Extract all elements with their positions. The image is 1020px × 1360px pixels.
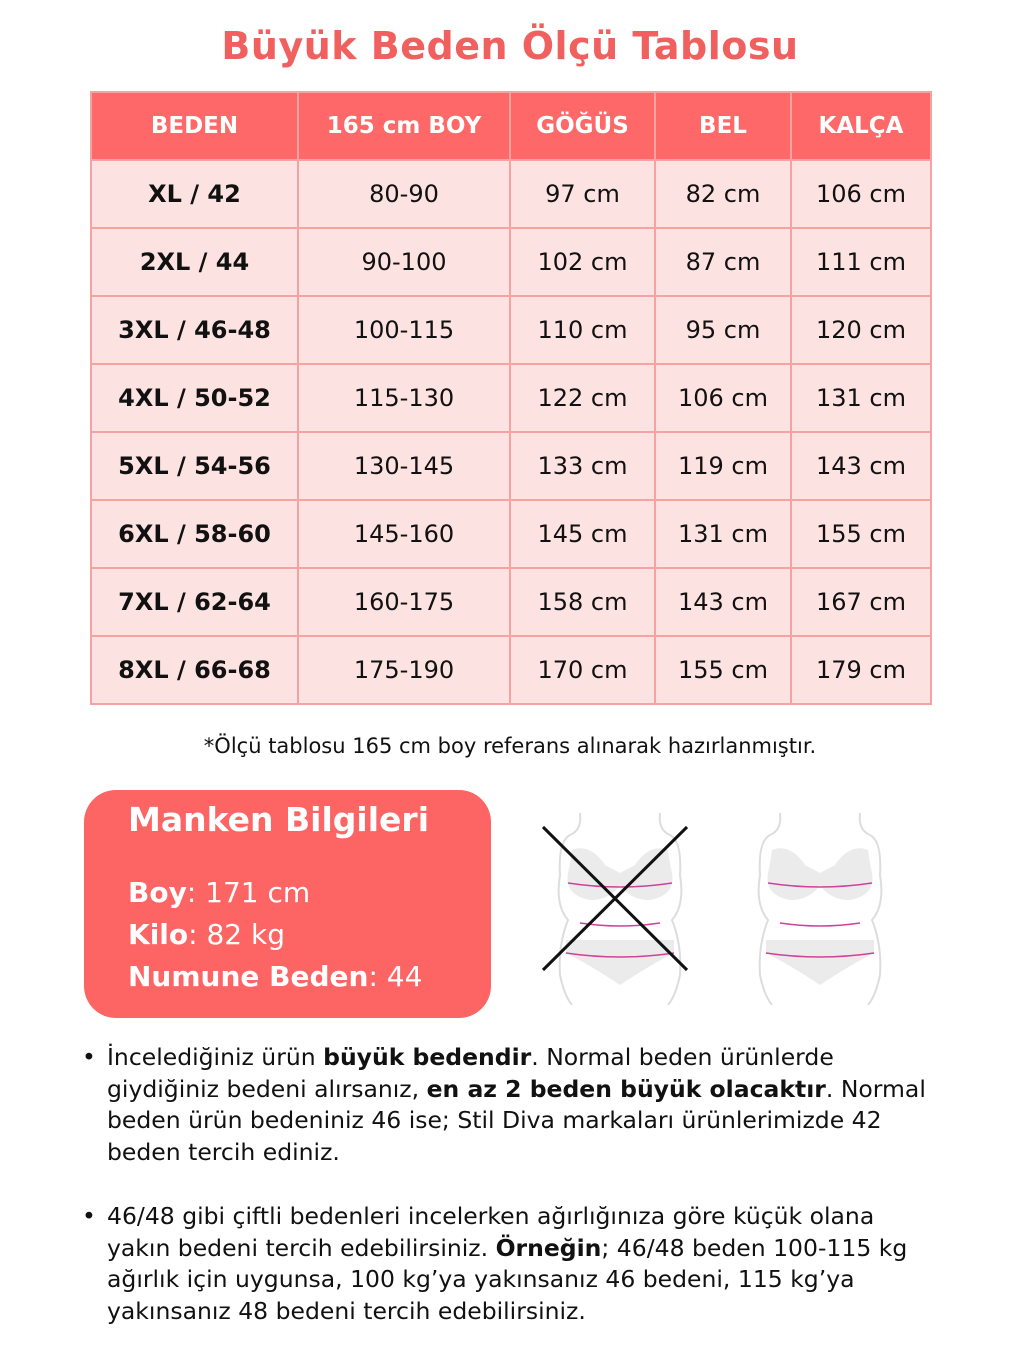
table-header-row: BEDEN 165 cm BOY GÖĞÜS BEL KALÇA (90, 91, 932, 161)
height-label: Boy (128, 876, 187, 909)
table-cell: 87 cm (654, 227, 792, 297)
table-cell: 170 cm (509, 635, 656, 705)
bullet-2: • 46/48 gibi çiftli bedenleri incelerken … (82, 1201, 942, 1327)
table-cell: 158 cm (509, 567, 656, 637)
table-row: 4XL / 50-52 115-130 122 cm 106 cm 131 cm (90, 363, 932, 433)
table-cell: 80-90 (297, 159, 511, 229)
bullet-dot: • (82, 1202, 96, 1230)
size-cell: 4XL / 50-52 (90, 363, 299, 433)
table-row: 7XL / 62-64 160-175 158 cm 143 cm 167 cm (90, 567, 932, 637)
height-value: : 171 cm (186, 876, 311, 909)
column-header: KALÇA (790, 91, 932, 161)
body-measure-wrong-icon (541, 812, 689, 1005)
table-row: 2XL / 44 90-100 102 cm 87 cm 111 cm (90, 227, 932, 297)
measurement-illustrations (541, 812, 883, 1005)
table-cell: 90-100 (297, 227, 511, 297)
table-row: 6XL / 58-60 145-160 145 cm 131 cm 155 cm (90, 499, 932, 569)
table-cell: 102 cm (509, 227, 656, 297)
size-cell: XL / 42 (90, 159, 299, 229)
body-measure-right-icon (757, 812, 883, 1005)
size-value: : 44 (368, 960, 423, 993)
size-cell: 5XL / 54-56 (90, 431, 299, 501)
table-row: 3XL / 46-48 100-115 110 cm 95 cm 120 cm (90, 295, 932, 365)
size-cell: 3XL / 46-48 (90, 295, 299, 365)
table-row: XL / 42 80-90 97 cm 82 cm 106 cm (90, 159, 932, 229)
bullet-text: 46/48 gibi çiftli bedenleri incelerken a… (107, 1202, 875, 1262)
column-header: BEL (654, 91, 792, 161)
size-label: Numune Beden (128, 960, 369, 993)
page-title: Büyük Beden Ölçü Tablosu (221, 24, 799, 68)
bullet-emphasis: en az 2 beden büyük olacaktır (426, 1074, 826, 1103)
model-info-card: Manken Bilgileri Boy: 171 cm Kilo: 82 kg… (84, 790, 491, 1018)
model-size: Numune Beden: 44 (128, 960, 422, 993)
table-cell: 110 cm (509, 295, 656, 365)
table-cell: 143 cm (654, 567, 792, 637)
table-row: 8XL / 66-68 175-190 170 cm 155 cm 179 cm (90, 635, 932, 705)
table-cell: 145 cm (509, 499, 656, 569)
bullet-text: . Normal beden ürün bedeniniz 46 ise; St… (107, 1074, 926, 1166)
table-cell: 175-190 (297, 635, 511, 705)
table-cell: 82 cm (654, 159, 792, 229)
table-cell: 131 cm (654, 499, 792, 569)
table-cell: 179 cm (790, 635, 932, 705)
bullet-dot: • (82, 1043, 96, 1071)
table-cell: 167 cm (790, 567, 932, 637)
table-cell: 111 cm (790, 227, 932, 297)
model-height: Boy: 171 cm (128, 876, 310, 909)
table-cell: 143 cm (790, 431, 932, 501)
table-cell: 145-160 (297, 499, 511, 569)
size-table: BEDEN 165 cm BOY GÖĞÜS BEL KALÇA XL / 42 80-9… (90, 91, 932, 705)
table-cell: 120 cm (790, 295, 932, 365)
column-header: GÖĞÜS (509, 91, 656, 161)
size-cell: 7XL / 62-64 (90, 567, 299, 637)
table-cell: 122 cm (509, 363, 656, 433)
table-cell: 115-130 (297, 363, 511, 433)
model-weight: Kilo: 82 kg (128, 918, 285, 951)
table-cell: 155 cm (654, 635, 792, 705)
size-cell: 2XL / 44 (90, 227, 299, 297)
table-note: *Ölçü tablosu 165 cm boy referans alınar… (203, 734, 817, 758)
table-cell: 106 cm (790, 159, 932, 229)
weight-label: Kilo (128, 918, 189, 951)
table-cell: 95 cm (654, 295, 792, 365)
bullet-text: . Normal beden ürünlerde giydiğiniz bede… (107, 1043, 834, 1103)
table-cell: 106 cm (654, 363, 792, 433)
table-cell: 131 cm (790, 363, 932, 433)
bullet-text: İncelediğiniz ürün (107, 1043, 324, 1071)
bullet-text: ; 46/48 beden 100-115 kg ağırlık için uy… (107, 1233, 908, 1325)
bullet-1: • İncelediğiniz ürün büyük bedendir. Norm… (82, 1042, 942, 1168)
table-cell: 119 cm (654, 431, 792, 501)
bullet-emphasis: Örneğin (495, 1233, 602, 1262)
column-header: 165 cm BOY (297, 91, 511, 161)
weight-value: : 82 kg (188, 918, 285, 951)
size-cell: 6XL / 58-60 (90, 499, 299, 569)
table-cell: 130-145 (297, 431, 511, 501)
table-cell: 155 cm (790, 499, 932, 569)
table-cell: 100-115 (297, 295, 511, 365)
table-row: 5XL / 54-56 130-145 133 cm 119 cm 143 cm (90, 431, 932, 501)
model-info-title: Manken Bilgileri (128, 800, 430, 839)
table-cell: 160-175 (297, 567, 511, 637)
column-header: BEDEN (90, 91, 299, 161)
table-cell: 97 cm (509, 159, 656, 229)
table-cell: 133 cm (509, 431, 656, 501)
bullet-emphasis: büyük bedendir (323, 1043, 532, 1071)
size-cell: 8XL / 66-68 (90, 635, 299, 705)
